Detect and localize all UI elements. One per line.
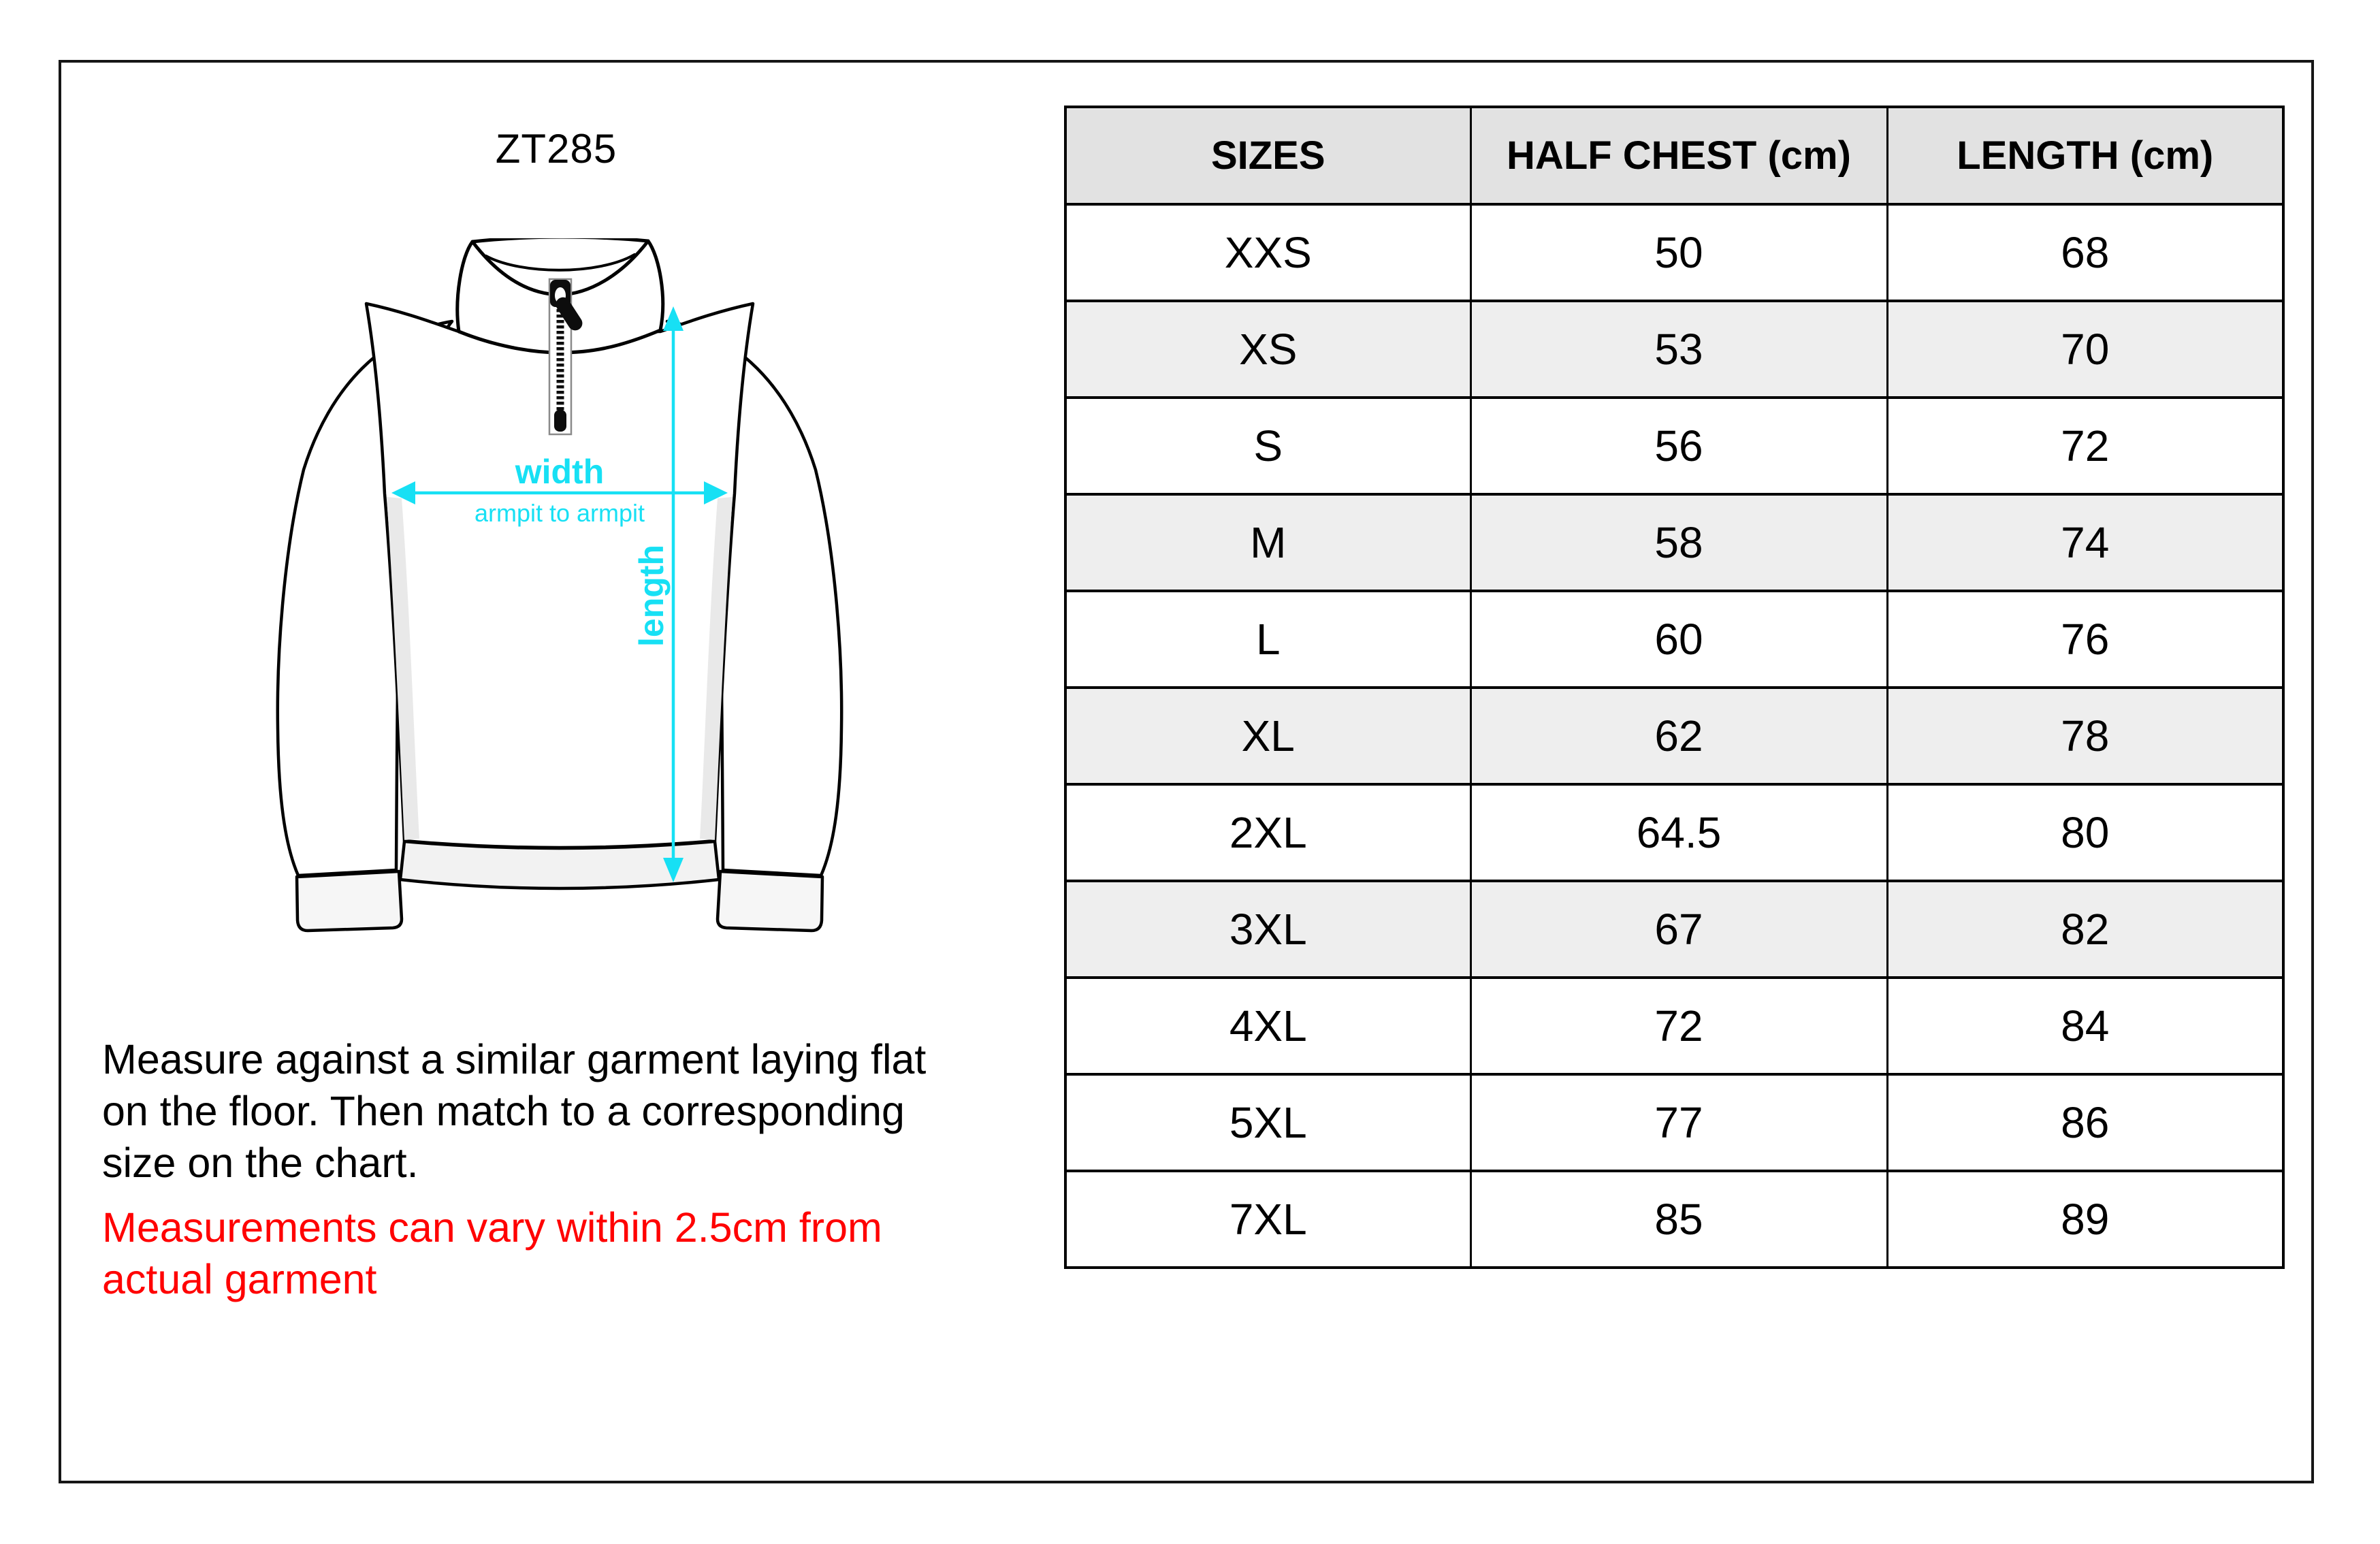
zipper-icon (548, 278, 583, 436)
size-cell: M (1064, 493, 1472, 592)
length-cell: 68 (1886, 203, 2285, 302)
garment-diagram: width armpit to armpit length (261, 238, 861, 933)
length-cell: 76 (1886, 590, 2285, 689)
table-row: S 56 72 (1064, 396, 2285, 496)
warning-line: Measurements can vary within 2.5cm from (102, 1204, 882, 1251)
collar-back-rim (485, 253, 636, 272)
size-cell: S (1064, 396, 1472, 496)
size-cell: 7XL (1064, 1170, 1472, 1269)
table-row: 3XL 67 82 (1064, 880, 2285, 979)
half-chest-cell: 56 (1469, 396, 1888, 496)
half-chest-cell: 50 (1469, 203, 1888, 302)
table-row: 7XL 85 89 (1064, 1170, 2285, 1269)
measuring-notes: Measure against a similar garment laying… (102, 1033, 1069, 1305)
warning-line: actual garment (102, 1256, 377, 1302)
length-label: length (632, 545, 671, 647)
length-cell: 80 (1886, 783, 2285, 882)
table-row: 4XL 72 84 (1064, 976, 2285, 1076)
size-cell: XS (1064, 300, 1472, 399)
table-row: M 58 74 (1064, 493, 2285, 592)
width-label: width (515, 453, 605, 491)
column-header-length: LENGTH (cm) (1886, 106, 2285, 206)
length-cell: 89 (1886, 1170, 2285, 1269)
page-border (59, 60, 2314, 1483)
length-cell: 82 (1886, 880, 2285, 979)
half-chest-cell: 77 (1469, 1073, 1888, 1172)
half-chest-cell: 62 (1469, 686, 1888, 786)
size-cell: 2XL (1064, 783, 1472, 882)
length-cell: 78 (1886, 686, 2285, 786)
size-cell: L (1064, 590, 1472, 689)
size-cell: 4XL (1064, 976, 1472, 1076)
length-cell: 86 (1886, 1073, 2285, 1172)
right-side-shading (700, 497, 733, 840)
product-code: ZT285 (495, 126, 617, 172)
half-chest-cell: 72 (1469, 976, 1888, 1076)
length-cell: 84 (1886, 976, 2285, 1076)
length-cell: 70 (1886, 300, 2285, 399)
instruction-line: size on the chart. (102, 1140, 419, 1186)
width-arrowhead-left (391, 481, 415, 504)
table-row: 5XL 77 86 (1064, 1073, 2285, 1172)
quarter-zip-sweatshirt-drawing: width armpit to armpit length (276, 238, 843, 933)
half-chest-cell: 64.5 (1469, 783, 1888, 882)
zipper-pull (556, 297, 583, 331)
length-arrowhead-bottom (663, 858, 684, 882)
measurement-annotations: width armpit to armpit length (391, 306, 728, 882)
half-chest-cell: 85 (1469, 1170, 1888, 1269)
size-cell: 3XL (1064, 880, 1472, 979)
table-row: XS 53 70 (1064, 300, 2285, 399)
table-header-row: SIZES HALF CHEST (cm) LENGTH (cm) (1064, 106, 2285, 206)
half-chest-cell: 60 (1469, 590, 1888, 689)
instruction-line: on the floor. Then match to a correspond… (102, 1088, 905, 1134)
garment-body (364, 302, 755, 850)
table-row: XL 62 78 (1064, 686, 2285, 786)
size-chart-table: SIZES HALF CHEST (cm) LENGTH (cm) XXS 50… (1064, 106, 2285, 1269)
size-cell: 5XL (1064, 1073, 1472, 1172)
table-row: 2XL 64.5 80 (1064, 783, 2285, 882)
instruction-line: Measure against a similar garment laying… (102, 1036, 927, 1082)
half-chest-cell: 58 (1469, 493, 1888, 592)
tolerance-warning-text: Measurements can vary within 2.5cm from … (102, 1202, 1069, 1305)
column-header-sizes: SIZES (1064, 106, 1472, 206)
right-cuff (715, 869, 824, 933)
column-header-half-chest: HALF CHEST (cm) (1469, 106, 1888, 206)
instruction-text: Measure against a similar garment laying… (102, 1033, 1069, 1189)
table-row: L 60 76 (1064, 590, 2285, 689)
half-chest-cell: 67 (1469, 880, 1888, 979)
length-cell: 72 (1886, 396, 2285, 496)
width-sublabel: armpit to armpit (475, 499, 645, 527)
table-row: XXS 50 68 (1064, 203, 2285, 302)
zipper-bottom-stop (554, 410, 566, 432)
size-cell: XL (1064, 686, 1472, 786)
waistband (398, 839, 721, 890)
width-arrowhead-right (704, 481, 728, 504)
size-cell: XXS (1064, 203, 1472, 302)
length-cell: 74 (1886, 493, 2285, 592)
left-side-shading (387, 497, 419, 840)
left-cuff (295, 869, 404, 933)
length-arrowhead-top (663, 306, 684, 331)
half-chest-cell: 53 (1469, 300, 1888, 399)
